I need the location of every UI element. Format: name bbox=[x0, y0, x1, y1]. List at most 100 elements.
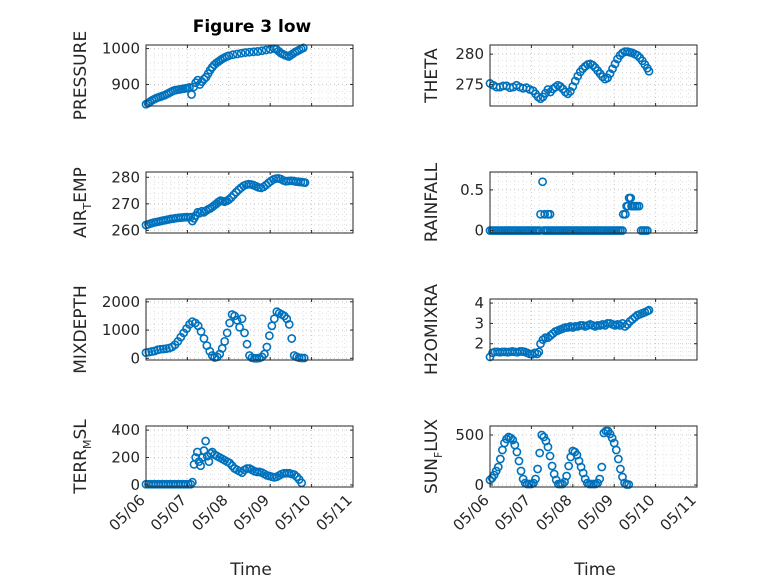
y-tick-label: 4 bbox=[474, 294, 484, 312]
y-tick-label: 1000 bbox=[102, 40, 140, 58]
data-point bbox=[506, 433, 516, 443]
y-tick-label: 280 bbox=[455, 45, 484, 63]
data-point bbox=[196, 327, 206, 336]
data-point bbox=[563, 89, 573, 99]
data-point bbox=[495, 454, 505, 464]
data-point bbox=[297, 478, 307, 488]
data-point bbox=[626, 193, 636, 203]
data-point bbox=[242, 339, 252, 349]
y-tick-label: 2000 bbox=[102, 293, 140, 311]
figure-title: Figure 3 low bbox=[193, 17, 312, 37]
data-point bbox=[644, 305, 654, 315]
x-tick-label: 05/08 bbox=[188, 491, 231, 534]
data-point bbox=[284, 320, 294, 329]
y-tick-label: 900 bbox=[111, 75, 140, 93]
axes-box bbox=[489, 44, 698, 107]
data-point bbox=[570, 76, 580, 86]
y-tick-label: 280 bbox=[111, 168, 140, 186]
data-point bbox=[299, 353, 309, 363]
x-tick-label: 05/10 bbox=[615, 491, 658, 534]
data-point bbox=[634, 201, 644, 211]
data-point bbox=[603, 73, 612, 83]
data-point bbox=[516, 466, 526, 476]
data-point bbox=[156, 344, 165, 354]
axes-box bbox=[145, 425, 354, 488]
y-tick-label: 2 bbox=[474, 335, 484, 353]
data-point bbox=[240, 48, 250, 57]
y-axis-label: TERRMSL bbox=[71, 419, 94, 495]
data-point bbox=[289, 470, 299, 480]
data-point bbox=[199, 334, 209, 343]
axes-box bbox=[489, 171, 698, 234]
data-point bbox=[262, 342, 272, 352]
panel-h2omixra: 2 3 4 H2OMIXRA bbox=[422, 284, 698, 375]
x-tick-label: 05/07 bbox=[491, 491, 534, 534]
data-point bbox=[599, 428, 609, 438]
data-point bbox=[220, 336, 230, 346]
y-tick-label: 260 bbox=[111, 221, 140, 239]
data-point bbox=[543, 85, 553, 94]
data-point bbox=[264, 331, 274, 341]
data-point bbox=[512, 447, 522, 457]
data-point bbox=[533, 464, 543, 474]
data-point bbox=[204, 457, 214, 467]
data-point bbox=[232, 49, 242, 59]
axes-box bbox=[145, 44, 354, 107]
axes-box bbox=[489, 425, 698, 488]
data-point bbox=[237, 314, 247, 324]
x-tick-label: 05/07 bbox=[147, 491, 190, 534]
y-axis-label: SUNFLUX bbox=[422, 419, 445, 494]
panel-air-temp: 260 270 280 AIRTEMP bbox=[71, 167, 354, 239]
axes-box bbox=[145, 171, 354, 234]
data-point bbox=[222, 328, 232, 338]
data-point bbox=[545, 451, 555, 461]
data-point bbox=[535, 448, 545, 458]
x-tick-label: 05/10 bbox=[271, 491, 314, 534]
data-point bbox=[267, 321, 277, 331]
data-point bbox=[196, 461, 206, 471]
panel-pressure: 900 1000 PRESSURE bbox=[71, 31, 354, 120]
data-point bbox=[543, 442, 553, 452]
data-point bbox=[287, 334, 297, 343]
x-axis-label-right: Time bbox=[573, 560, 616, 580]
data-point bbox=[562, 471, 571, 481]
y-tick-label: 1000 bbox=[102, 321, 140, 339]
data-point bbox=[229, 190, 239, 200]
x-axis-label-left: Time bbox=[229, 560, 272, 580]
data-point bbox=[540, 209, 550, 219]
data-point bbox=[187, 90, 196, 99]
data-point bbox=[547, 461, 557, 471]
data-point bbox=[610, 59, 620, 69]
panel-rainfall: 0 0.5 RAINFALL bbox=[422, 162, 698, 242]
data-point bbox=[245, 47, 254, 57]
x-tick-label: 05/09 bbox=[574, 491, 617, 534]
data-point bbox=[564, 461, 574, 471]
data-point bbox=[558, 479, 567, 489]
y-tick-label: 0 bbox=[474, 476, 484, 494]
axes-box bbox=[145, 298, 354, 361]
data-point bbox=[538, 177, 547, 187]
y-axis-label: PRESSURE bbox=[71, 31, 91, 120]
data-point bbox=[226, 193, 236, 202]
y-axis-label: THETA bbox=[422, 48, 442, 104]
panel-mixdepth: 0 1000 2000 MIXDEPTH bbox=[71, 285, 354, 374]
data-point bbox=[537, 430, 547, 440]
data-point bbox=[531, 474, 540, 484]
data-point bbox=[240, 328, 249, 338]
data-point bbox=[573, 71, 583, 81]
data-point bbox=[624, 480, 634, 489]
y-tick-label: 275 bbox=[455, 76, 484, 94]
y-tick-label: 0 bbox=[474, 222, 484, 240]
data-point bbox=[613, 454, 623, 464]
data-point bbox=[605, 69, 615, 79]
y-axis-label: H2OMIXRA bbox=[422, 284, 442, 375]
data-point bbox=[498, 445, 507, 455]
data-point bbox=[618, 226, 627, 235]
data-point bbox=[597, 462, 607, 472]
data-point bbox=[620, 209, 630, 219]
x-tick-label: 05/06 bbox=[106, 491, 149, 534]
axes-box bbox=[489, 298, 698, 361]
data-point bbox=[231, 187, 241, 197]
